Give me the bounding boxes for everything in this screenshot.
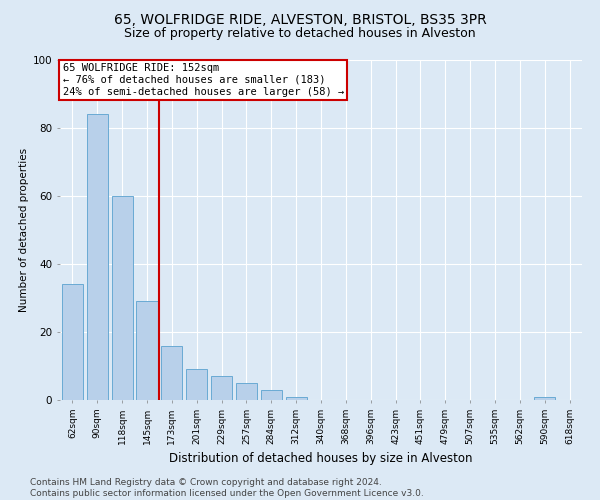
Bar (186, 370, 207, 400)
Text: 65 WOLFRIDGE RIDE: 152sqm
← 76% of detached houses are smaller (183)
24% of semi: 65 WOLFRIDGE RIDE: 152sqm ← 76% of detac… (62, 64, 344, 96)
Text: Size of property relative to detached houses in Alveston: Size of property relative to detached ho… (124, 28, 476, 40)
Bar (112, 196, 133, 400)
Text: Contains HM Land Registry data © Crown copyright and database right 2024.
Contai: Contains HM Land Registry data © Crown c… (30, 478, 424, 498)
Bar (87, 114, 108, 400)
Bar (62, 284, 83, 400)
Bar (136, 302, 158, 400)
Bar (534, 396, 555, 400)
Bar (286, 396, 307, 400)
Bar (161, 346, 182, 400)
X-axis label: Distribution of detached houses by size in Alveston: Distribution of detached houses by size … (169, 452, 473, 466)
Bar (211, 376, 232, 400)
Bar (261, 390, 282, 400)
Text: 65, WOLFRIDGE RIDE, ALVESTON, BRISTOL, BS35 3PR: 65, WOLFRIDGE RIDE, ALVESTON, BRISTOL, B… (113, 12, 487, 26)
Bar (236, 383, 257, 400)
Y-axis label: Number of detached properties: Number of detached properties (19, 148, 29, 312)
